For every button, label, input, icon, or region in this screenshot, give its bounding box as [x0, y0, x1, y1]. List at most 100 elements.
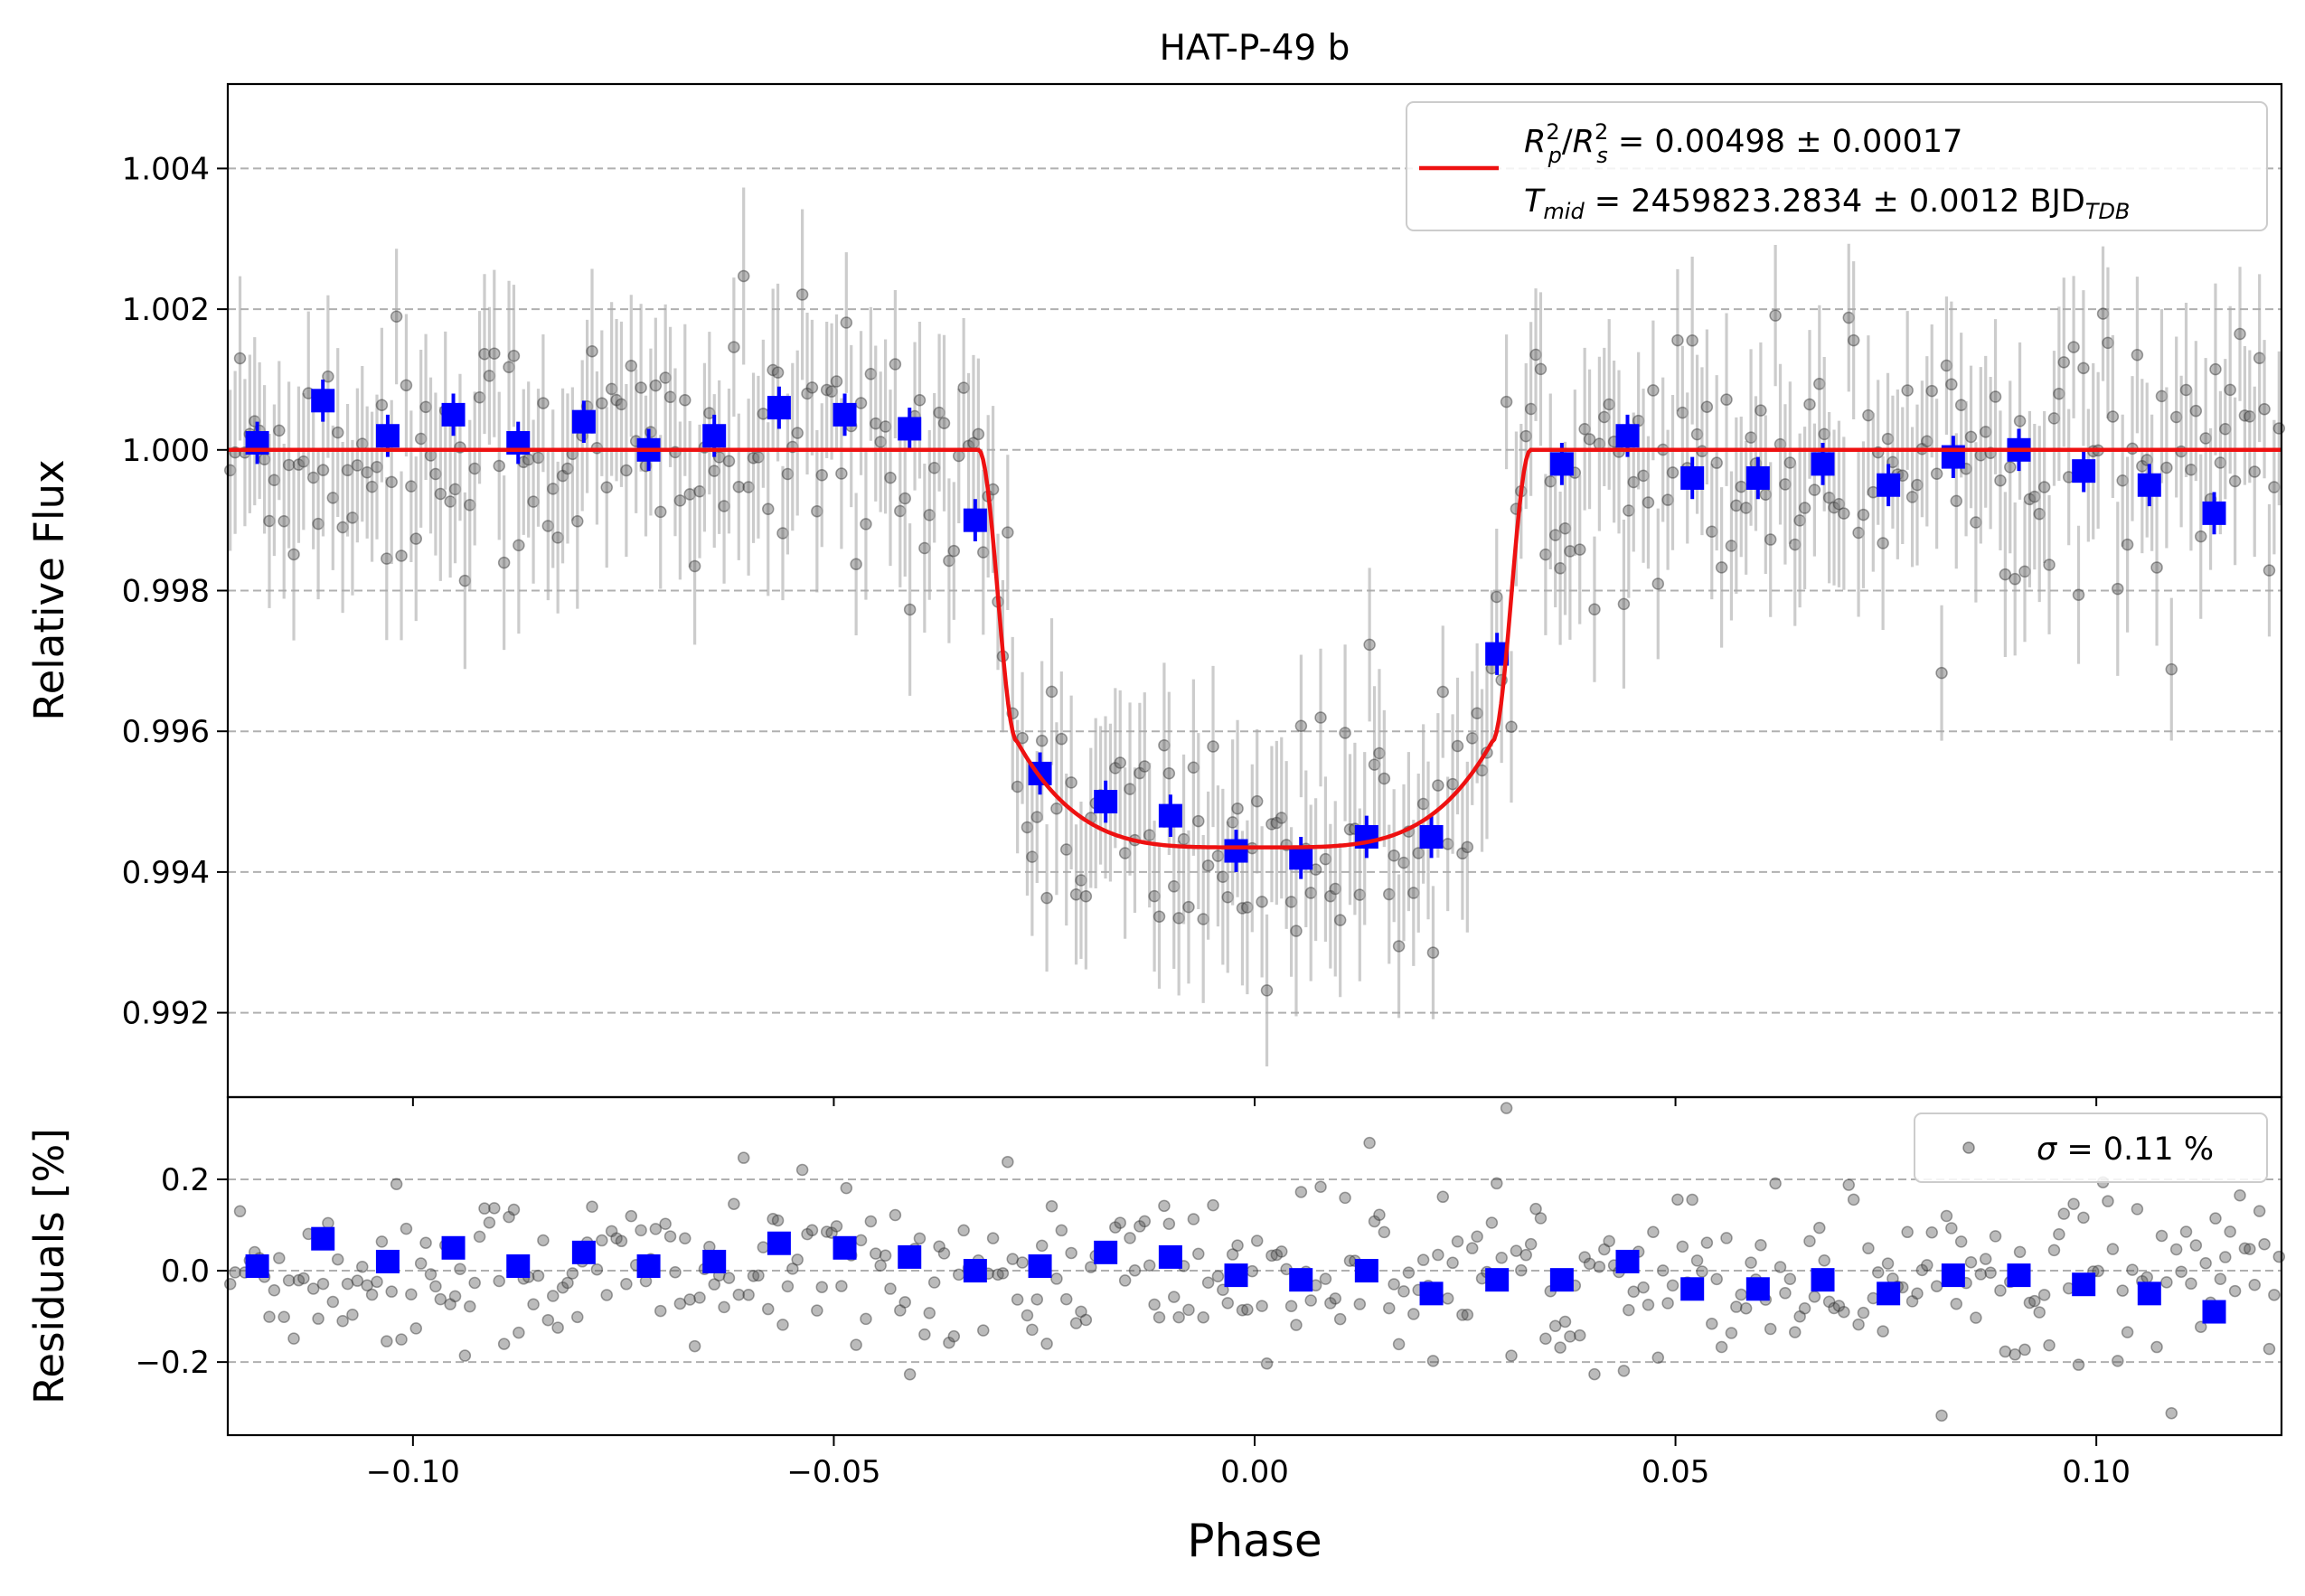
- x-tick-label: 0.05: [1642, 1454, 1710, 1490]
- residual-point: [2023, 1296, 2037, 1310]
- raw-data-point: [854, 397, 868, 409]
- raw-data-point: [2228, 474, 2242, 488]
- residuals-legend-text: σ = 0.11 %: [2037, 1131, 2214, 1168]
- residual-point: [2126, 1263, 2139, 1276]
- residual-point: [1769, 1177, 1782, 1190]
- residual-point: [561, 1276, 574, 1290]
- residual-point: [673, 1297, 687, 1310]
- raw-data-point: [600, 481, 613, 494]
- residual-point: [2067, 1197, 2080, 1210]
- binned-residual-point: [571, 1240, 596, 1264]
- residual-point: [767, 1212, 779, 1225]
- residual-point: [229, 1266, 241, 1279]
- raw-data-point: [1035, 734, 1049, 747]
- residual-point: [458, 1349, 472, 1362]
- residual-point: [1813, 1221, 1826, 1235]
- residuals-legend-box: [1914, 1113, 2268, 1183]
- binned-residual-point: [833, 1235, 857, 1260]
- raw-data-point: [722, 455, 736, 467]
- residual-point: [1392, 1338, 1406, 1351]
- residual-point: [2013, 1245, 2027, 1259]
- residual-point: [1201, 1276, 1215, 1290]
- residual-point: [1671, 1193, 1684, 1206]
- raw-data-point: [1700, 400, 1714, 413]
- raw-data-point: [322, 370, 334, 383]
- residual-point: [1221, 1297, 1234, 1310]
- raw-data-point: [1783, 456, 1797, 469]
- residual-point: [473, 1230, 486, 1244]
- residual-point: [1065, 1246, 1077, 1260]
- residual-point: [356, 1260, 369, 1273]
- raw-data-point: [1764, 533, 1777, 546]
- residual-point: [1651, 1351, 1665, 1365]
- residual-point: [884, 1282, 897, 1295]
- residual-point: [1319, 1272, 1332, 1285]
- residual-point: [1368, 1215, 1381, 1228]
- residual-point: [1050, 1272, 1063, 1285]
- raw-data-point: [586, 344, 598, 358]
- residual-point: [316, 1277, 330, 1291]
- binned-data-point: [833, 402, 857, 427]
- binned-data-point: [1289, 846, 1313, 870]
- residual-point: [1471, 1230, 1483, 1244]
- raw-data-point: [1065, 776, 1077, 789]
- residual-point: [1789, 1326, 1802, 1338]
- residual-point: [1304, 1294, 1317, 1307]
- residual-point: [1690, 1254, 1704, 1267]
- residual-point: [1109, 1221, 1122, 1234]
- residual-point: [2077, 1211, 2090, 1225]
- raw-data-point: [2209, 362, 2222, 376]
- residual-point: [2018, 1343, 2031, 1357]
- raw-data-point: [385, 475, 398, 489]
- raw-data-point: [2037, 481, 2051, 493]
- residual-point: [1432, 1248, 1444, 1262]
- residual-point: [1706, 1317, 1718, 1330]
- residual-point: [1485, 1216, 1499, 1229]
- raw-data-point: [635, 381, 647, 394]
- residual-point: [2234, 1188, 2246, 1202]
- residual-point: [1666, 1279, 1679, 1292]
- raw-data-point: [850, 558, 862, 571]
- residual-point: [405, 1288, 418, 1301]
- raw-data-point: [1152, 910, 1166, 923]
- residual-point: [1152, 1310, 1166, 1324]
- residual-point: [1583, 1257, 1596, 1271]
- residual-point: [493, 1274, 505, 1288]
- binned-residual-point: [311, 1226, 335, 1251]
- residual-point: [1451, 1235, 1464, 1248]
- flux-y-tick-label: 1.000: [122, 433, 210, 469]
- raw-data-point: [2194, 530, 2207, 543]
- binned-residual-point: [1615, 1249, 1640, 1273]
- raw-data-point: [1294, 719, 1308, 733]
- residual-point: [351, 1274, 364, 1287]
- binned-residual-point: [506, 1254, 531, 1278]
- raw-data-point: [898, 492, 911, 505]
- residual-point: [2199, 1256, 2212, 1270]
- residual-point: [1217, 1283, 1229, 1296]
- residual-point: [708, 1278, 720, 1291]
- residual-point: [977, 1324, 990, 1337]
- residual-point: [2150, 1340, 2163, 1354]
- residual-point: [1755, 1238, 1767, 1252]
- binned-residual-point: [245, 1254, 269, 1278]
- residual-point: [464, 1300, 476, 1313]
- raw-data-point: [1079, 890, 1093, 903]
- residual-point: [1465, 1242, 1479, 1254]
- residual-point: [1275, 1245, 1288, 1258]
- residual-point: [371, 1275, 383, 1289]
- residual-point: [2106, 1243, 2120, 1255]
- residual-point: [1945, 1222, 1958, 1235]
- binned-data-point: [1549, 452, 1574, 476]
- raw-data-point: [2043, 559, 2056, 571]
- residual-point: [1069, 1317, 1083, 1329]
- raw-data-point: [1642, 496, 1655, 509]
- raw-data-point: [1847, 333, 1860, 347]
- residual-point: [1950, 1298, 1963, 1310]
- residual-point: [1329, 1292, 1342, 1305]
- residual-point: [2185, 1277, 2197, 1291]
- residual-point: [1290, 1319, 1303, 1331]
- residual-point: [1436, 1190, 1450, 1204]
- residual-point: [1441, 1292, 1454, 1305]
- residual-point: [1783, 1272, 1797, 1286]
- raw-data-point: [1392, 940, 1406, 953]
